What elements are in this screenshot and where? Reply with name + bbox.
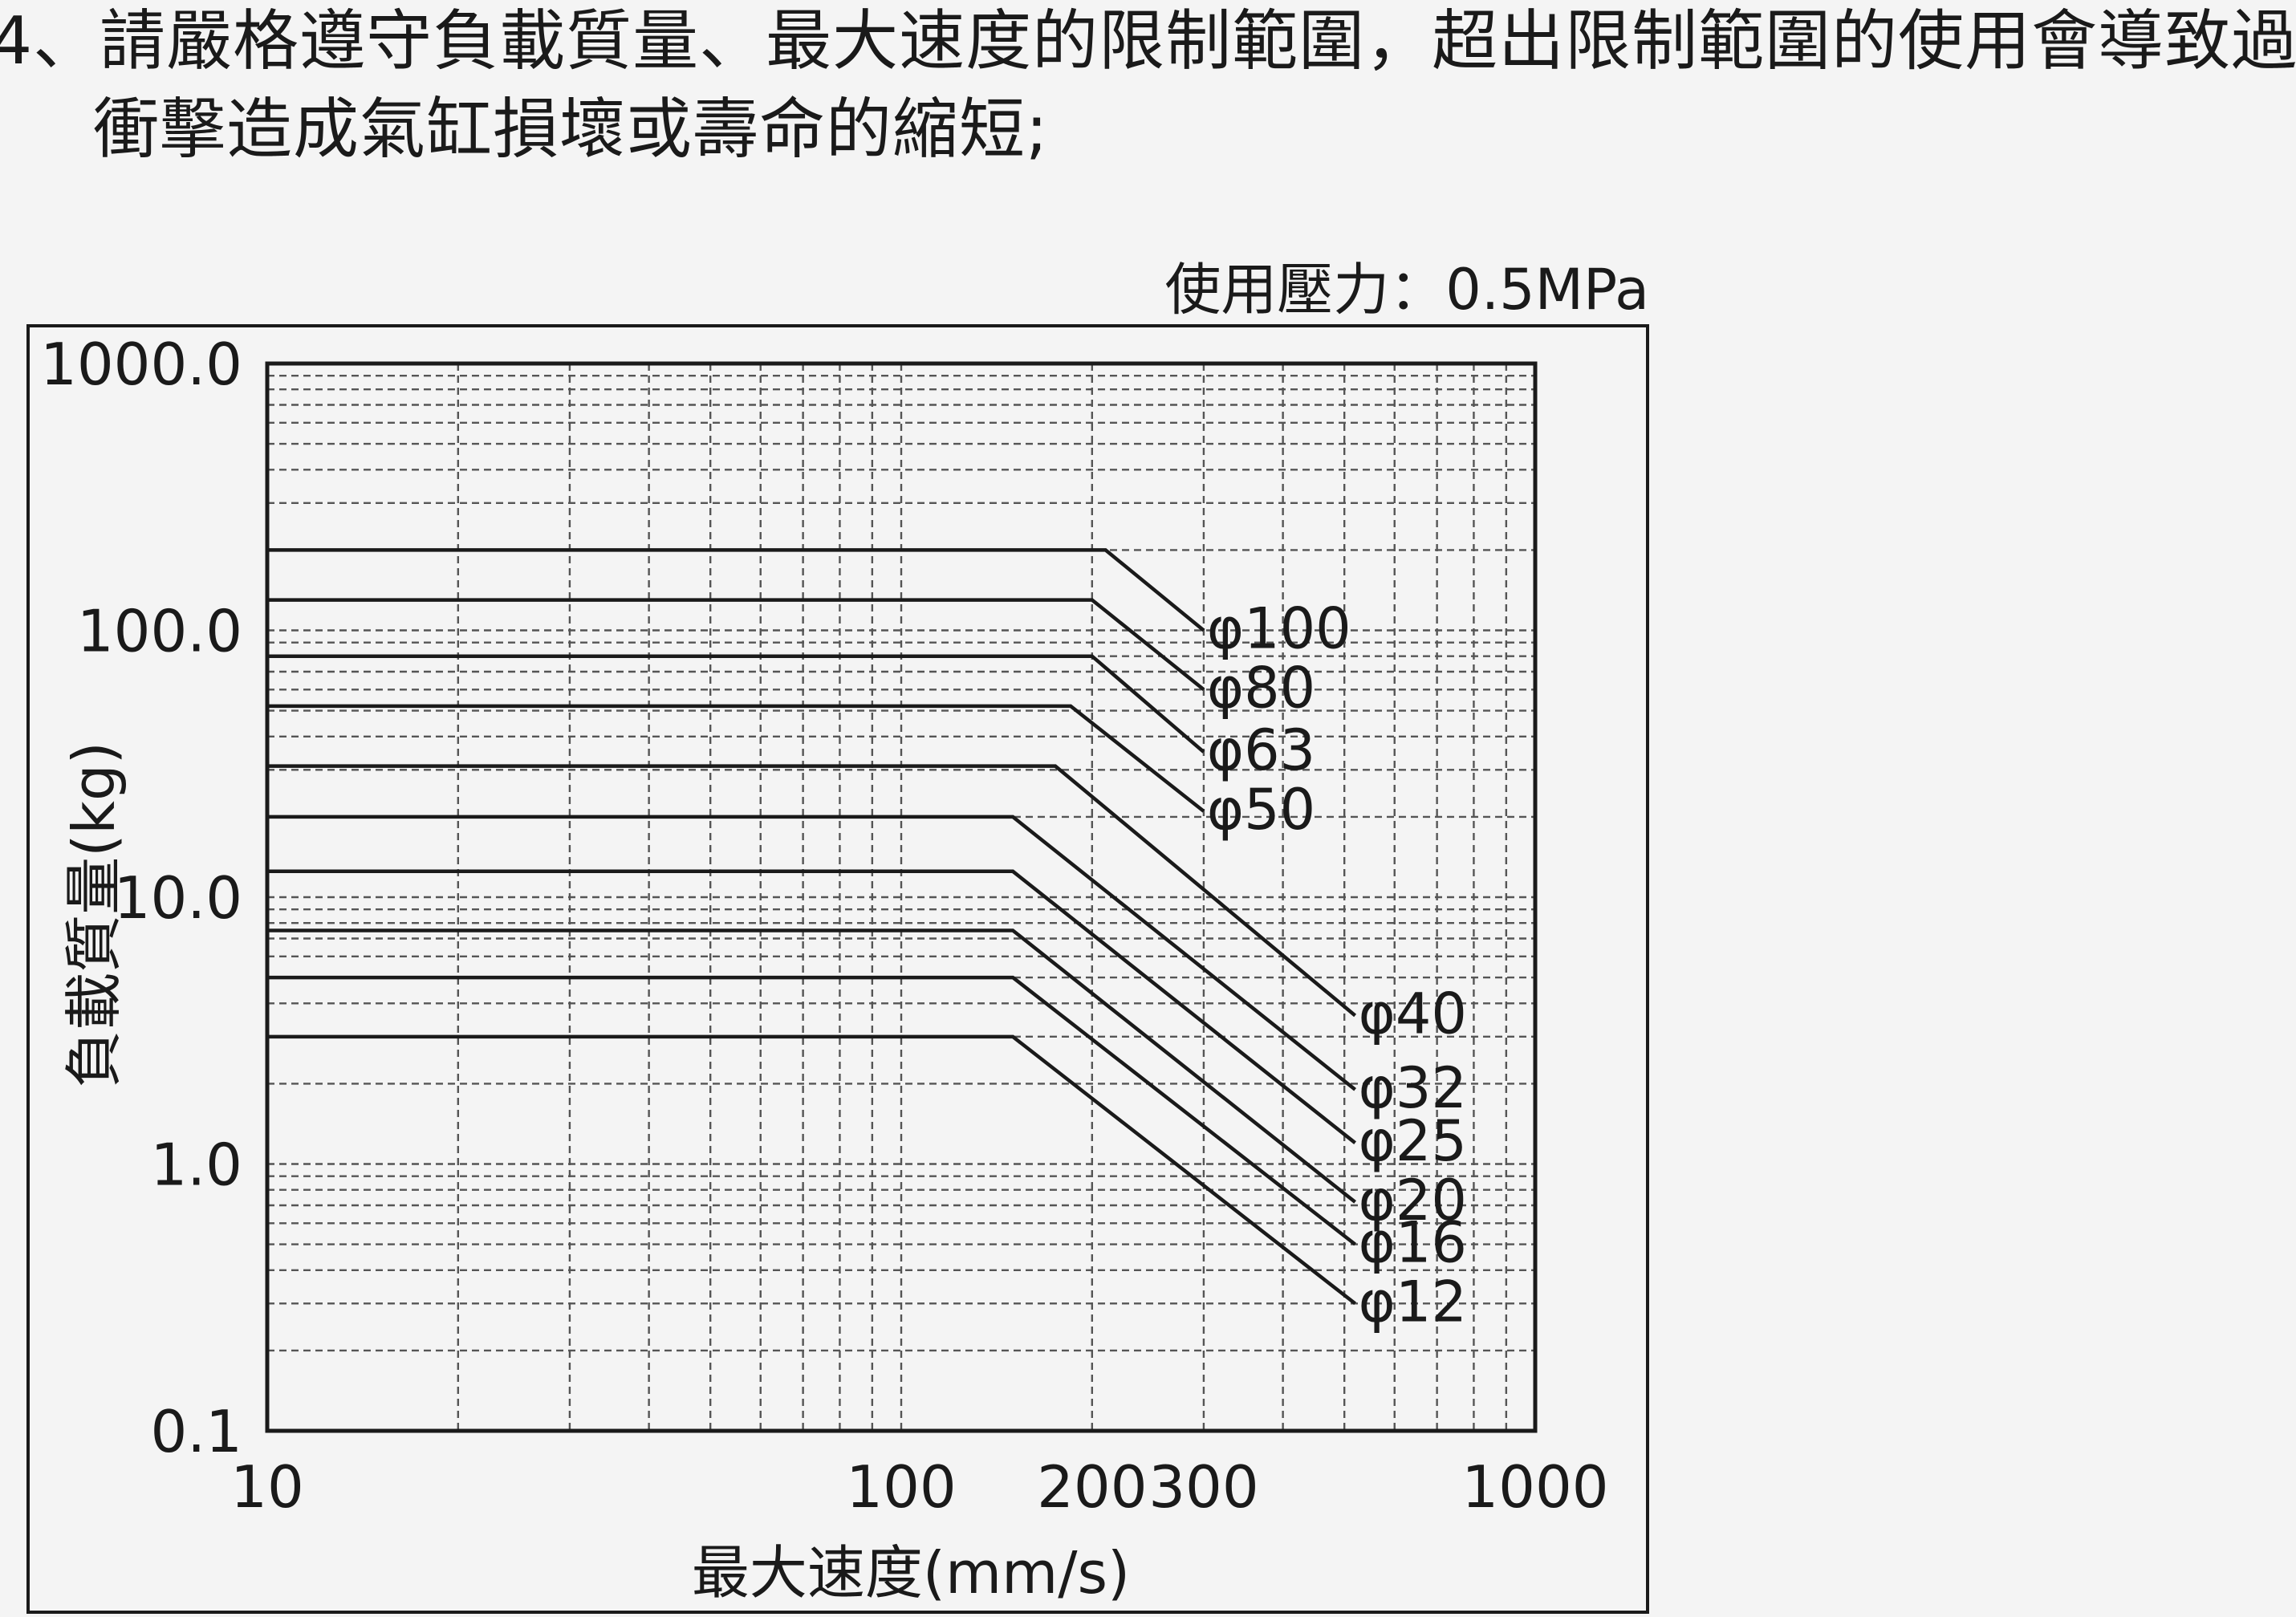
series-label: φ20 bbox=[1359, 1168, 1467, 1233]
series-label: φ80 bbox=[1207, 655, 1315, 721]
series-label: φ25 bbox=[1359, 1108, 1467, 1174]
y-tick-label: 1000.0 bbox=[40, 331, 242, 398]
series-line bbox=[267, 815, 1357, 1091]
series-label: φ63 bbox=[1207, 717, 1315, 783]
x-tick-label: 200 bbox=[1037, 1453, 1147, 1521]
y-tick-label: 10.0 bbox=[114, 864, 242, 932]
note-line-1: 4、請嚴格遵守負載質量、最大速度的限制範圍，超出限制範圍的使用會導致過度 bbox=[0, 3, 2296, 79]
plot-area-frame bbox=[265, 361, 1538, 1433]
y-axis-title: 負載質量(kg) bbox=[60, 741, 128, 1088]
pressure-label: 使用壓力：0.5MPa bbox=[1164, 257, 1649, 323]
y-tick-label: 1.0 bbox=[150, 1131, 242, 1199]
chart-outer-frame bbox=[26, 324, 1649, 1614]
series-label: φ50 bbox=[1207, 777, 1315, 843]
series-line bbox=[267, 975, 1356, 1246]
series-label: φ40 bbox=[1359, 981, 1467, 1047]
series-label: φ16 bbox=[1359, 1210, 1467, 1276]
series-label: φ12 bbox=[1359, 1269, 1467, 1335]
series-label: φ100 bbox=[1207, 596, 1351, 662]
x-tick-label: 10 bbox=[230, 1453, 304, 1521]
series-line bbox=[267, 654, 1205, 754]
series-label: φ32 bbox=[1359, 1055, 1467, 1121]
series-line bbox=[267, 928, 1356, 1204]
series-line bbox=[267, 548, 1205, 632]
note-line-2: 衝擊造成氣缸損壞或壽命的縮短; bbox=[93, 91, 1049, 168]
series-line bbox=[267, 764, 1357, 1018]
series-layer bbox=[267, 548, 1357, 1306]
y-tick-label: 100.0 bbox=[77, 598, 242, 665]
chart-grid bbox=[267, 364, 1535, 1431]
series-line bbox=[267, 598, 1205, 692]
x-tick-label: 100 bbox=[846, 1453, 956, 1521]
x-axis-title: 最大速度(mm/s) bbox=[692, 1539, 1130, 1607]
series-line bbox=[267, 869, 1356, 1144]
y-tick-label: 0.1 bbox=[150, 1398, 242, 1465]
x-tick-label: 300 bbox=[1148, 1453, 1258, 1521]
x-tick-label: 1000 bbox=[1461, 1453, 1608, 1521]
series-line bbox=[267, 1034, 1356, 1306]
series-line bbox=[267, 704, 1205, 813]
x-tick-labels: 10 100 200 300 1000 bbox=[230, 1453, 1608, 1521]
y-tick-labels: 0.1 1.0 10.0 100.0 1000.0 bbox=[40, 331, 242, 1465]
